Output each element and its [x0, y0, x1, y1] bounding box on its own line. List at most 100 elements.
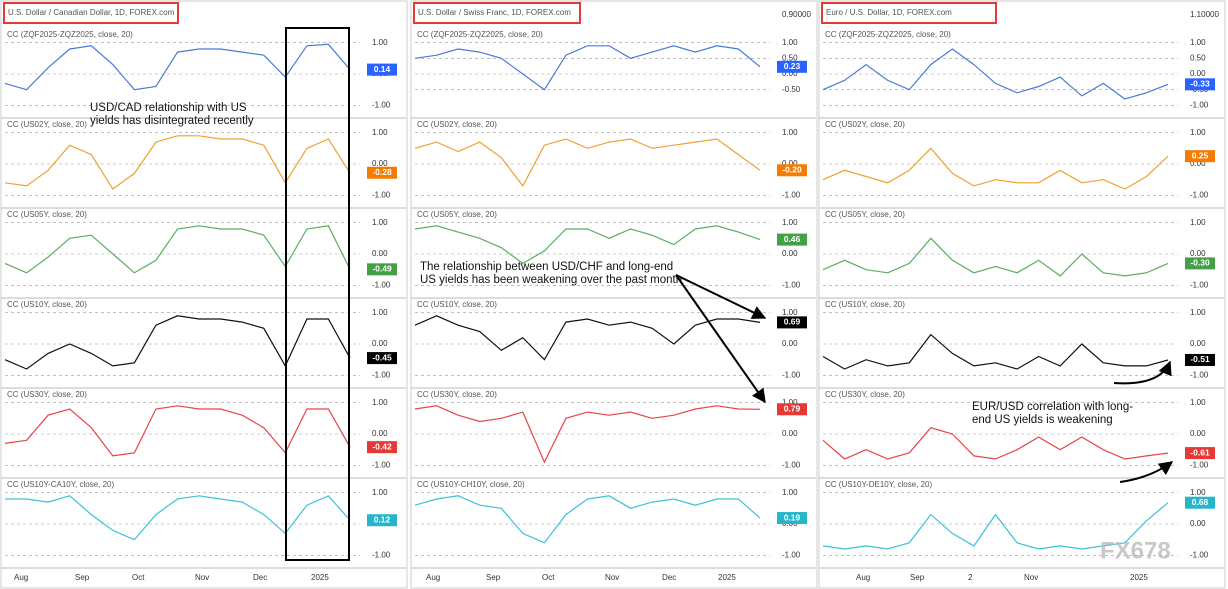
y-tick-label: -1.00	[372, 280, 391, 289]
value-badge-label: 0.14	[374, 64, 391, 74]
y-tick-label: 0.00	[372, 429, 388, 438]
price-label: 1.10000	[1190, 10, 1219, 19]
correlation-line	[822, 502, 1169, 550]
correlation-line	[414, 45, 761, 91]
value-badge	[1185, 257, 1215, 270]
y-tick-label: 1.00	[1190, 398, 1206, 407]
value-badge-label: -0.45	[372, 352, 392, 362]
correlation-line	[822, 237, 1169, 277]
y-tick-label: 1.00	[372, 398, 388, 407]
value-badge	[367, 352, 397, 365]
panel-frame	[410, 0, 818, 589]
value-badge	[367, 441, 397, 454]
value-badge-label: 0.68	[1192, 497, 1209, 507]
pane-title: CC (US10Y, close, 20)	[7, 300, 87, 309]
x-tick-label: Aug	[426, 573, 440, 582]
correlation-line	[414, 495, 761, 544]
header-box	[3, 2, 179, 24]
x-tick-label: Sep	[75, 573, 90, 582]
pane-title: CC (US05Y, close, 20)	[7, 210, 87, 219]
pane-title: CC (ZQF2025-ZQZ2025, close, 20)	[417, 30, 543, 39]
watermark: FX678	[1100, 537, 1171, 564]
y-tick-label: 0.00	[1190, 339, 1206, 348]
value-badge	[367, 63, 397, 76]
value-badge-label: -0.49	[372, 264, 392, 274]
x-tick-label: Sep	[910, 573, 925, 582]
y-tick-label: 1.00	[1190, 488, 1206, 497]
value-badge	[367, 514, 397, 527]
y-tick-label: 0.50	[782, 53, 798, 62]
annotation: EUR/USD correlation with long-	[972, 401, 1133, 413]
panel-frame	[0, 0, 408, 589]
value-badge-label: -0.42	[372, 441, 392, 451]
pane-title: CC (US02Y, close, 20)	[825, 120, 905, 129]
pane-title: CC (US10Y-DE10Y, close, 20)	[825, 480, 933, 489]
pane-title: CC (US02Y, close, 20)	[417, 120, 497, 129]
y-tick-label: 0.00	[1190, 429, 1206, 438]
value-badge	[777, 164, 807, 177]
y-tick-label: -1.00	[1190, 100, 1209, 109]
y-tick-label: 0.00	[782, 429, 798, 438]
pane-title: CC (US30Y, close, 20)	[417, 390, 497, 399]
panel-header: U.S. Dollar / Canadian Dollar, 1D, FOREX…	[8, 8, 175, 17]
y-tick-label: -1.00	[372, 460, 391, 469]
value-badge	[1185, 353, 1215, 366]
y-tick-label: -1.00	[372, 370, 391, 379]
y-tick-label: 0.00	[1190, 159, 1206, 168]
correlation-line	[4, 43, 351, 91]
highlight-box	[285, 27, 350, 561]
y-tick-label: -1.00	[1190, 280, 1209, 289]
y-tick-label: 1.00	[372, 128, 388, 137]
y-tick-label: -0.50	[782, 85, 801, 94]
pane-title: CC (US10Y-CA10Y, close, 20)	[7, 480, 115, 489]
pane-title: CC (US10Y-CH10Y, close, 20)	[417, 480, 525, 489]
y-tick-label: 1.00	[782, 488, 798, 497]
y-tick-label: 1.00	[1190, 128, 1206, 137]
annotation: The relationship between USD/CHF and lon…	[420, 261, 673, 273]
correlation-line	[4, 225, 351, 274]
y-tick-label: -1.00	[1190, 370, 1209, 379]
x-tick-label: Oct	[542, 573, 555, 582]
y-tick-label: 1.00	[372, 218, 388, 227]
y-tick-label: -1.00	[1190, 550, 1209, 559]
correlation-line	[414, 315, 761, 361]
correlation-line	[4, 135, 351, 190]
x-tick-label: Oct	[132, 573, 145, 582]
value-badge-label: -0.51	[1190, 354, 1210, 364]
y-tick-label: -1.00	[782, 550, 801, 559]
value-badge-label: 0.25	[1192, 150, 1209, 160]
x-tick-label: 2025	[718, 573, 736, 582]
y-tick-label: -1.00	[372, 550, 391, 559]
correlation-line	[414, 225, 761, 265]
pane-title: CC (US05Y, close, 20)	[417, 210, 497, 219]
y-tick-label: 0.00	[1190, 249, 1206, 258]
value-badge-label: -0.20	[782, 165, 802, 175]
value-badge	[1185, 496, 1215, 509]
pane-title: CC (US30Y, close, 20)	[825, 390, 905, 399]
y-tick-label: 1.00	[782, 218, 798, 227]
header-box	[821, 2, 997, 24]
y-tick-label: 1.00	[1190, 308, 1206, 317]
value-badge-label: -0.33	[1190, 79, 1210, 89]
annotation: yields has disintegrated recently	[90, 115, 254, 127]
y-tick-label: 1.00	[372, 308, 388, 317]
panel-frame	[818, 0, 1226, 589]
value-badge	[1185, 447, 1215, 460]
value-badge-label: 0.46	[784, 234, 801, 244]
x-tick-label: Dec	[253, 573, 267, 582]
correlation-line	[4, 315, 351, 370]
correlation-line	[414, 138, 761, 188]
pane-title: CC (US02Y, close, 20)	[7, 120, 87, 129]
y-tick-label: -1.00	[782, 370, 801, 379]
value-badge	[777, 512, 807, 525]
value-badge-label: 0.79	[784, 404, 801, 414]
correlation-line	[822, 427, 1169, 460]
y-tick-label: 0.50	[1190, 53, 1206, 62]
annotation: US yields has been weakening over the pa…	[420, 274, 682, 286]
y-tick-label: 0.00	[782, 159, 798, 168]
x-tick-label: Aug	[856, 573, 870, 582]
x-tick-label: Dec	[662, 573, 676, 582]
correlation-line	[414, 405, 761, 464]
